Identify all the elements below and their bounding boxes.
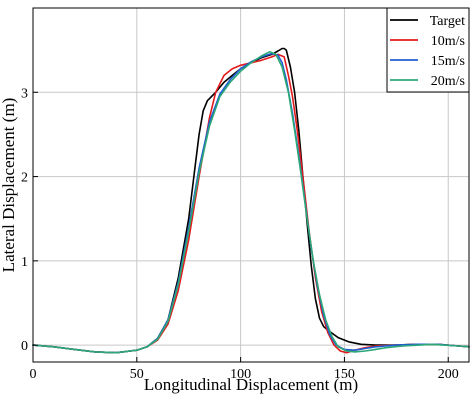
x-axis-ticks: 0 50 100 150 200 bbox=[30, 357, 459, 382]
series-lines bbox=[32, 47, 470, 354]
x-axis-title: Longitudinal Displacement (m) bbox=[144, 375, 358, 394]
series-line-10m-s bbox=[32, 53, 470, 354]
x-tick-label: 200 bbox=[438, 367, 459, 382]
legend-label: 10m/s bbox=[431, 34, 465, 49]
legend-label: Target bbox=[430, 14, 465, 29]
series-line-20m-s bbox=[32, 50, 470, 354]
series-line-target bbox=[32, 47, 470, 354]
legend: Target 10m/s 15m/s 20m/s bbox=[386, 7, 470, 93]
x-tick-label: 0 bbox=[30, 367, 37, 382]
y-tick-label: 1 bbox=[21, 255, 28, 270]
legend-label: 20m/s bbox=[431, 74, 465, 89]
plot-frame bbox=[32, 7, 470, 363]
y-tick-label: 3 bbox=[21, 86, 28, 101]
y-tick-label: 2 bbox=[21, 171, 28, 186]
x-tick-label: 150 bbox=[334, 367, 355, 382]
series-line-15m-s bbox=[32, 52, 470, 354]
y-axis-ticks: 0 1 2 3 bbox=[21, 86, 38, 354]
y-axis-title: Lateral Displacement (m) bbox=[0, 98, 18, 273]
legend-label: 15m/s bbox=[431, 54, 465, 69]
y-tick-label: 0 bbox=[21, 339, 28, 354]
x-tick-label: 50 bbox=[130, 367, 144, 382]
x-tick-label: 100 bbox=[230, 367, 251, 382]
legend-box bbox=[386, 7, 470, 93]
